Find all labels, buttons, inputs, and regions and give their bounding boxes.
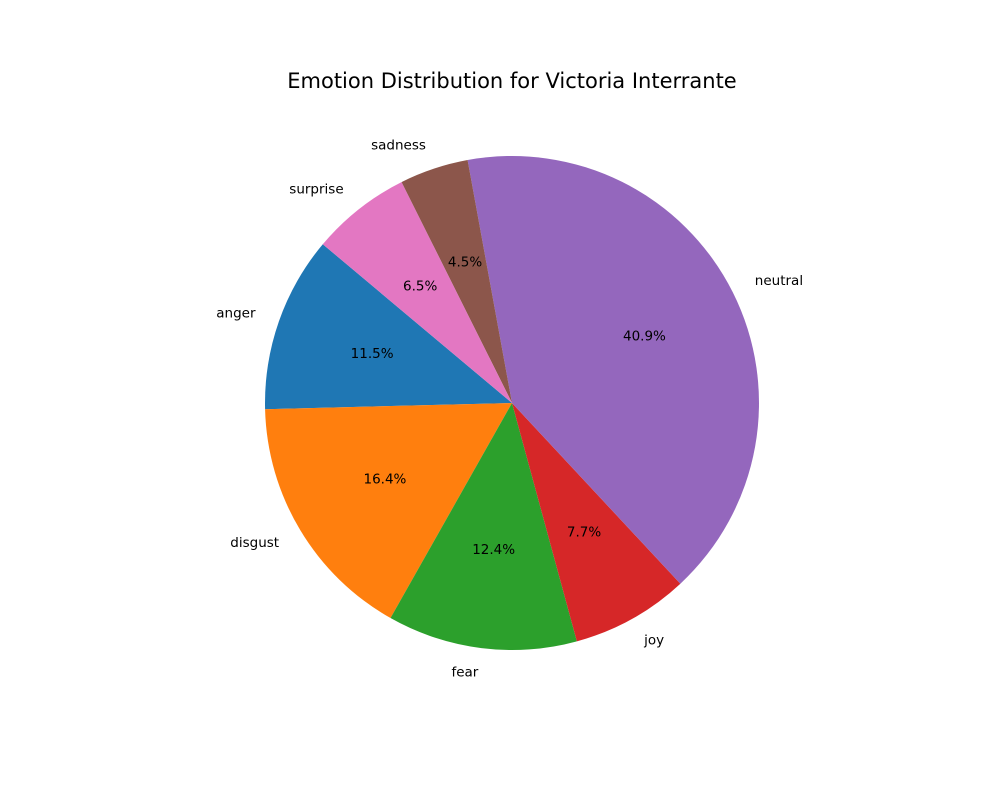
pie-labels: anger 11.5% disgust 16.4% fear 12.4% joy 7.7% ne… <box>216 137 803 680</box>
slice-label-joy: joy <box>643 632 664 648</box>
slice-label-surprise: surprise <box>289 182 343 198</box>
slice-pct-neutral: 40.9% <box>623 328 666 344</box>
chart-title: Emotion Distribution for Victoria Interr… <box>287 69 736 93</box>
slice-pct-surprise: 6.5% <box>403 279 437 295</box>
slice-label-disgust: disgust <box>230 535 279 551</box>
pie-slice-fear <box>390 403 577 650</box>
pie-slice-sadness <box>401 160 512 403</box>
pie-slice-joy <box>512 403 681 642</box>
pie-slices <box>265 156 759 650</box>
slice-pct-joy: 7.7% <box>567 524 601 540</box>
pie-slice-surprise <box>322 182 512 403</box>
slice-label-anger: anger <box>216 305 256 321</box>
pie-slice-neutral <box>467 156 759 584</box>
slice-pct-anger: 11.5% <box>351 346 394 362</box>
pie-slice-disgust <box>265 403 512 619</box>
pie-slice-anger <box>265 244 512 410</box>
slice-pct-fear: 12.4% <box>472 542 515 558</box>
slice-label-sadness: sadness <box>371 137 426 153</box>
slice-label-neutral: neutral <box>755 273 803 289</box>
slice-label-fear: fear <box>451 665 478 681</box>
slice-pct-sadness: 4.5% <box>448 254 482 270</box>
slice-pct-disgust: 16.4% <box>364 471 407 487</box>
